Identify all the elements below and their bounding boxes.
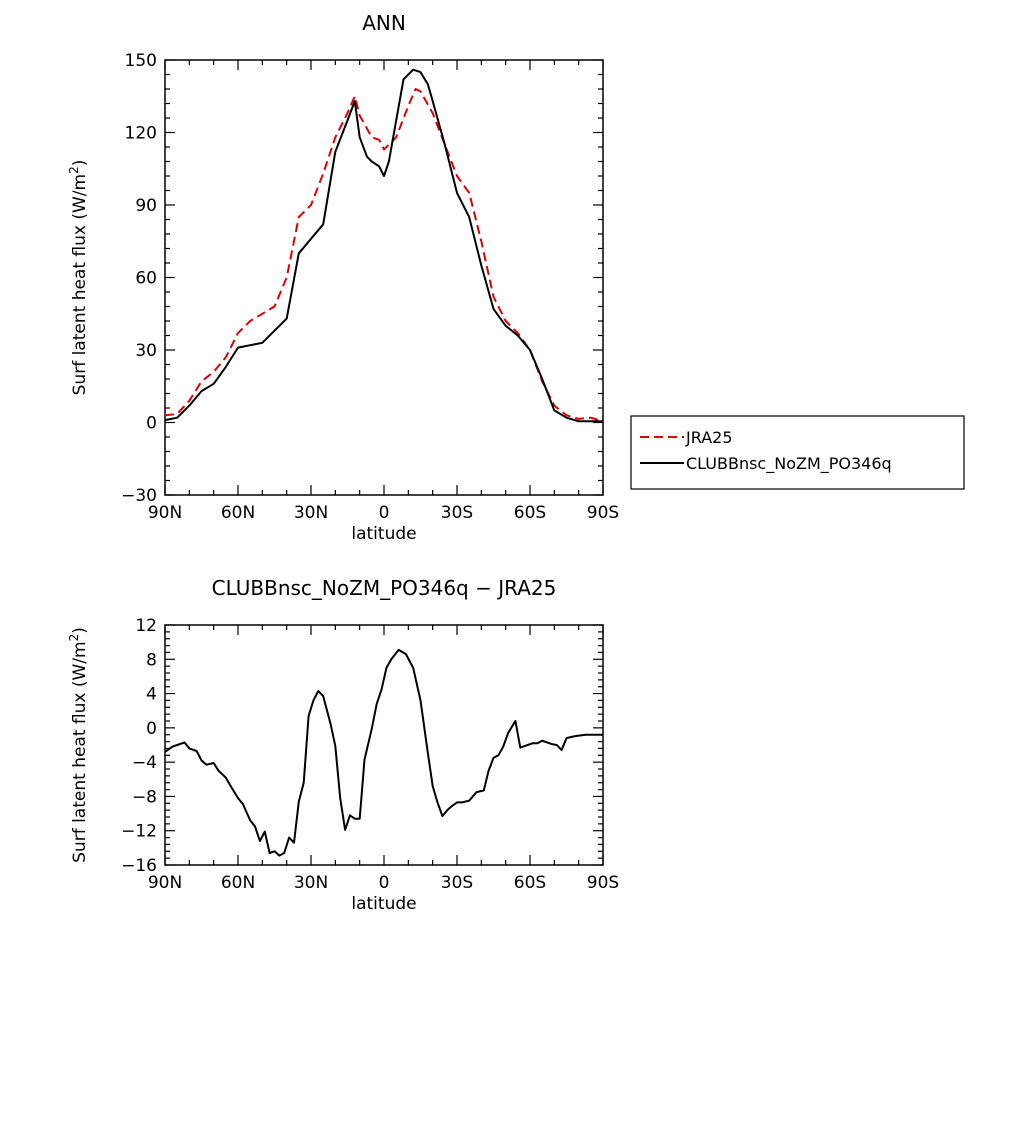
y-axis-label-main: Surf latent heat flux (W/m — [70, 174, 90, 395]
y-tick-label: 90 — [135, 196, 157, 216]
y-tick-label: −12 — [121, 822, 157, 842]
y-tick-label: 30 — [135, 341, 157, 361]
x-tick-label: 60S — [514, 503, 546, 523]
chart-title: ANN — [362, 11, 406, 35]
y-axis-label-main: Surf latent heat flux (W/m — [70, 641, 90, 862]
y-tick-label: 120 — [125, 124, 157, 144]
y-axis-label: Surf latent heat flux (W/m2) — [67, 160, 90, 396]
y-axis-label-end: ) — [70, 160, 90, 167]
y-tick-label: 0 — [146, 414, 157, 434]
x-axis-label: latitude — [351, 894, 416, 914]
x-tick-label: 30N — [294, 873, 328, 893]
x-tick-label: 60S — [514, 873, 546, 893]
x-tick-label: 30S — [441, 503, 473, 523]
y-tick-label: 150 — [125, 51, 157, 71]
legend-label: CLUBBnsc_NoZM_PO346q — [686, 454, 892, 474]
chart-title: CLUBBnsc_NoZM_PO346q − JRA25 — [212, 576, 557, 600]
y-tick-label: −16 — [121, 856, 157, 876]
y-tick-label: 60 — [135, 269, 157, 289]
y-axis-label-sup: 2 — [67, 166, 81, 174]
top-chart: ANN 90N 60N 30N 0 30S 60S 90S −30 0 30 60 90 120 150 la… — [67, 11, 619, 544]
x-tick-label: 0 — [379, 503, 390, 523]
x-axis-label: latitude — [351, 524, 416, 544]
legend: JRA25 CLUBBnsc_NoZM_PO346q — [630, 415, 965, 490]
y-tick-label: −4 — [132, 753, 157, 773]
x-tick-label: 90S — [587, 873, 619, 893]
y-tick-label: −8 — [132, 787, 157, 807]
y-tick-label: 4 — [146, 685, 157, 705]
series-line-jra25 — [164, 88, 604, 423]
series-line-clubbnsc_nozm_po346q — [164, 68, 603, 423]
x-tick-label: 30N — [294, 503, 328, 523]
legend-box — [630, 415, 965, 490]
plot-frame — [164, 624, 604, 866]
x-tick-label: 0 — [379, 873, 390, 893]
y-tick-label: 0 — [146, 719, 157, 739]
legend-label: JRA25 — [685, 428, 733, 447]
y-tick-label: 12 — [135, 616, 157, 636]
x-tick-label: 90N — [148, 503, 182, 523]
series-line-difference — [164, 648, 603, 857]
x-tick-label: 60N — [221, 873, 255, 893]
x-tick-label: 60N — [221, 503, 255, 523]
bottom-chart: CLUBBnsc_NoZM_PO346q − JRA25 90N 60N 30N 0 30… — [67, 576, 619, 914]
plot-frame — [164, 59, 604, 496]
y-axis-label-end: ) — [70, 627, 90, 634]
x-tick-label: 90N — [148, 873, 182, 893]
y-axis-label-sup: 2 — [67, 634, 81, 642]
y-axis-label: Surf latent heat flux (W/m2) — [67, 627, 90, 863]
x-tick-label: 30S — [441, 873, 473, 893]
y-tick-label: −30 — [121, 486, 157, 506]
y-tick-label: 8 — [146, 650, 157, 670]
x-tick-label: 90S — [587, 503, 619, 523]
